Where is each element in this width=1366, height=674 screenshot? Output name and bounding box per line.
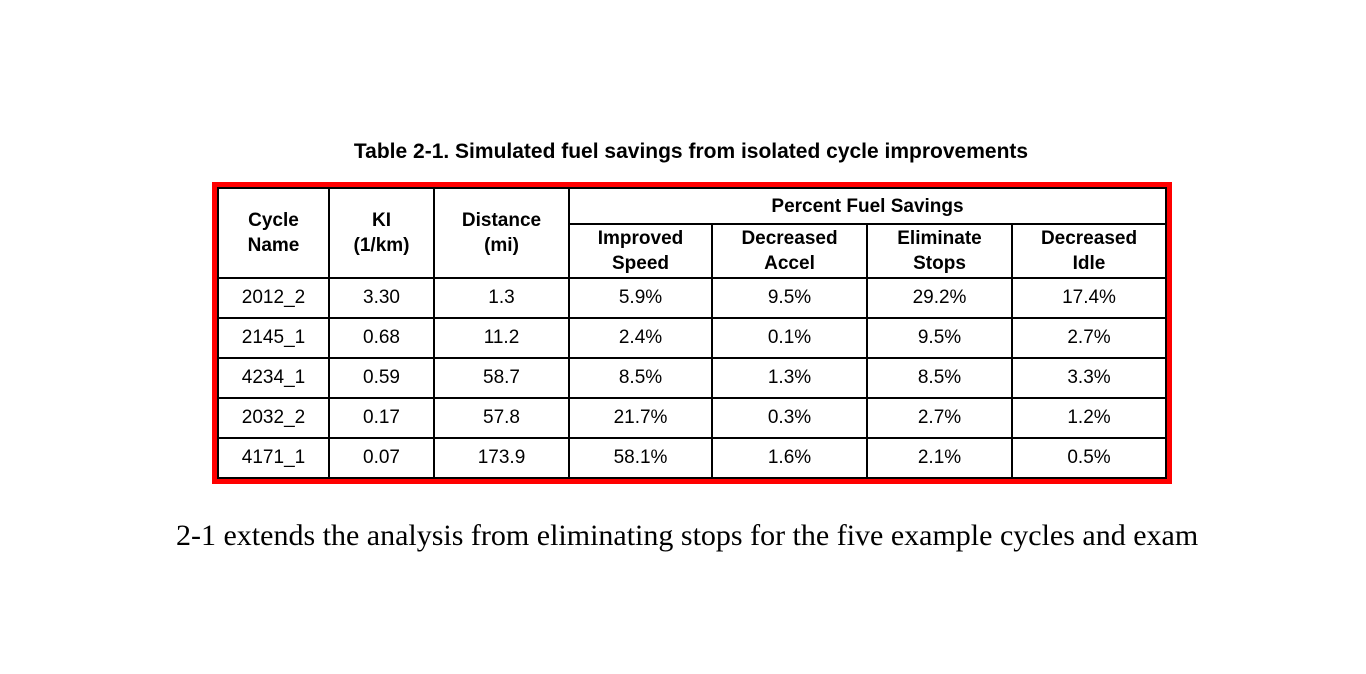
col-header-distance-line1: Distance: [461, 210, 542, 231]
table-row: 4171_1 0.07 173.9 58.1% 1.6% 2.1% 0.5%: [217, 437, 1167, 479]
cell-decreased-idle: 3.3%: [1011, 357, 1167, 399]
cell-cycle-name: 2012_2: [217, 277, 330, 319]
cell-decreased-idle: 2.7%: [1011, 317, 1167, 359]
cell-improved-speed: 58.1%: [568, 437, 713, 479]
table-row: 4234_1 0.59 58.7 8.5% 1.3% 8.5% 3.3%: [217, 357, 1167, 399]
col-header-ki: KI (1/km): [328, 187, 435, 279]
cell-cycle-name: 4171_1: [217, 437, 330, 479]
cell-improved-speed: 2.4%: [568, 317, 713, 359]
group-header-percent-fuel-savings: Percent Fuel Savings: [568, 187, 1167, 225]
cell-distance: 58.7: [433, 357, 570, 399]
sub-header-eliminate-stops-line2: Stops: [913, 253, 966, 274]
cell-cycle-name: 2145_1: [217, 317, 330, 359]
sub-header-decreased-idle: Decreased Idle: [1011, 223, 1167, 279]
cell-decreased-accel: 1.6%: [711, 437, 868, 479]
sub-header-improved-speed-line2: Speed: [611, 253, 670, 274]
cell-eliminate-stops: 8.5%: [866, 357, 1013, 399]
sub-header-decreased-accel-line2: Accel: [764, 253, 815, 274]
cell-eliminate-stops: 29.2%: [866, 277, 1013, 319]
cell-eliminate-stops: 9.5%: [866, 317, 1013, 359]
cell-distance: 11.2: [433, 317, 570, 359]
cell-decreased-idle: 1.2%: [1011, 397, 1167, 439]
sub-header-decreased-idle-line2: Idle: [1072, 253, 1106, 274]
col-header-distance: Distance (mi): [433, 187, 570, 279]
cell-cycle-name: 4234_1: [217, 357, 330, 399]
cell-decreased-idle: 17.4%: [1011, 277, 1167, 319]
cell-decreased-accel: 0.1%: [711, 317, 868, 359]
col-header-cycle-name-line1: Cycle: [248, 210, 299, 231]
col-header-distance-line2: (mi): [484, 235, 519, 256]
table-row: 2145_1 0.68 11.2 2.4% 0.1% 9.5% 2.7%: [217, 317, 1167, 359]
sub-header-improved-speed: Improved Speed: [568, 223, 713, 279]
cell-decreased-accel: 1.3%: [711, 357, 868, 399]
cell-distance: 173.9: [433, 437, 570, 479]
col-header-ki-line2: (1/km): [353, 235, 410, 256]
cell-decreased-idle: 0.5%: [1011, 437, 1167, 479]
cell-eliminate-stops: 2.1%: [866, 437, 1013, 479]
sub-header-eliminate-stops-line1: Eliminate: [897, 228, 982, 249]
sub-header-decreased-accel: Decreased Accel: [711, 223, 868, 279]
cell-ki: 3.30: [328, 277, 435, 319]
body-text: 2-1 extends the analysis from eliminatin…: [176, 519, 1199, 552]
sub-header-eliminate-stops: Eliminate Stops: [866, 223, 1013, 279]
cell-distance: 57.8: [433, 397, 570, 439]
fuel-savings-table: Cycle Name KI (1/km) Distance (mi) Perce…: [212, 182, 1172, 484]
col-header-cycle-name-line2: Name: [247, 235, 300, 256]
col-header-ki-line1: KI: [372, 210, 391, 231]
sub-header-improved-speed-line1: Improved: [597, 228, 684, 249]
cell-cycle-name: 2032_2: [217, 397, 330, 439]
cell-improved-speed: 21.7%: [568, 397, 713, 439]
table-row: 2032_2 0.17 57.8 21.7% 0.3% 2.7% 1.2%: [217, 397, 1167, 439]
sub-header-decreased-accel-line1: Decreased: [741, 228, 838, 249]
cell-decreased-accel: 0.3%: [711, 397, 868, 439]
table-row: 2012_2 3.30 1.3 5.9% 9.5% 29.2% 17.4%: [217, 277, 1167, 319]
cell-ki: 0.68: [328, 317, 435, 359]
cell-eliminate-stops: 2.7%: [866, 397, 1013, 439]
sub-header-decreased-idle-line1: Decreased: [1040, 228, 1138, 249]
cell-decreased-accel: 9.5%: [711, 277, 868, 319]
cell-ki: 0.17: [328, 397, 435, 439]
fuel-savings-table-grid: Cycle Name KI (1/km) Distance (mi) Perce…: [217, 187, 1167, 479]
cell-improved-speed: 8.5%: [568, 357, 713, 399]
cell-improved-speed: 5.9%: [568, 277, 713, 319]
table-title: Table 2-1. Simulated fuel savings from i…: [353, 140, 1029, 163]
cell-distance: 1.3: [433, 277, 570, 319]
cell-ki: 0.59: [328, 357, 435, 399]
col-header-cycle-name: Cycle Name: [217, 187, 330, 279]
cell-ki: 0.07: [328, 437, 435, 479]
